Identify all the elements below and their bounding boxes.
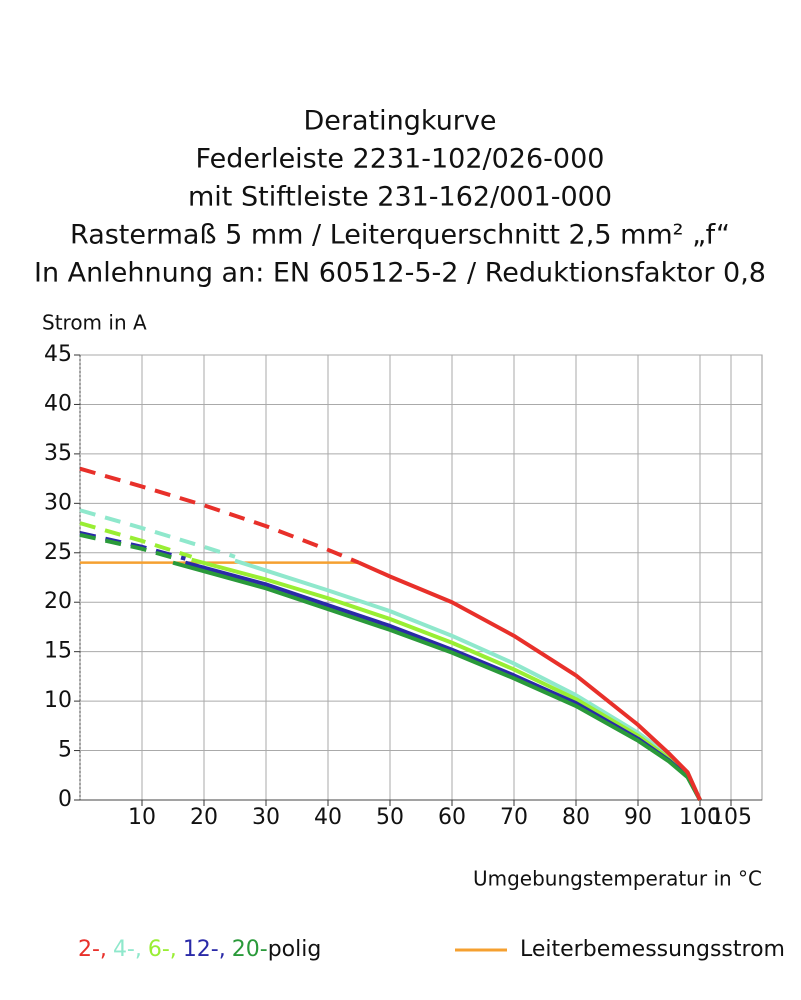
x-tick-label: 80	[562, 805, 590, 830]
x-tick-label: 40	[314, 805, 342, 830]
legend-entry: 12-,	[183, 937, 226, 962]
legend-suffix: polig	[268, 937, 322, 962]
extrapolated-line	[79, 508, 236, 559]
chart-title: Deratingkurve	[304, 106, 497, 137]
plot-area	[79, 354, 763, 801]
y-tick-label: 0	[58, 787, 72, 812]
y-tick-label: 10	[44, 688, 72, 713]
x-tick-label: 90	[624, 805, 652, 830]
chart-title: Federleiste 2231-102/026-000	[196, 144, 605, 175]
legend: 2-, 4-, 6-, 12-, 20-polig	[78, 937, 321, 962]
series-line	[172, 560, 702, 801]
legend-entry: 20-	[232, 937, 268, 962]
x-tick-label: 70	[500, 805, 528, 830]
x-tick-label: 20	[190, 805, 218, 830]
y-axis-label: Strom in A	[42, 311, 147, 335]
extrapolated-line	[79, 521, 193, 559]
legend-entry: 6-,	[148, 937, 177, 962]
series-line	[358, 560, 702, 801]
legend-entry: Leiterbemessungsstrom	[520, 937, 785, 962]
legend-entry: 2-,	[78, 937, 107, 962]
x-tick-label: 30	[252, 805, 280, 830]
y-tick-label: 30	[44, 490, 72, 515]
y-tick-label: 15	[44, 639, 72, 664]
x-tick-label: 10	[128, 805, 156, 830]
y-tick-label: 5	[58, 738, 72, 763]
chart-title: In Anlehnung an: EN 60512-5-2 / Reduktio…	[34, 258, 766, 289]
y-tick-label: 25	[44, 540, 72, 565]
extrapolated-line	[79, 466, 360, 565]
chart-title: mit Stiftleiste 231-162/001-000	[188, 182, 612, 213]
x-tick-label: 50	[376, 805, 404, 830]
y-tick-label: 20	[44, 589, 72, 614]
x-tick-label: 105	[710, 805, 752, 830]
chart-title: Rastermaß 5 mm / Leiterquerschnitt 2,5 m…	[70, 220, 730, 251]
x-tick-label: 100	[679, 805, 721, 830]
y-tick-label: 40	[44, 391, 72, 416]
y-tick-label: 35	[44, 441, 72, 466]
extrapolated-line	[79, 533, 174, 560]
x-tick-label: 60	[438, 805, 466, 830]
x-axis-label: Umgebungstemperatur in °C	[473, 867, 762, 891]
y-tick-label: 45	[44, 342, 72, 367]
legend-entry: 4-,	[113, 937, 142, 962]
